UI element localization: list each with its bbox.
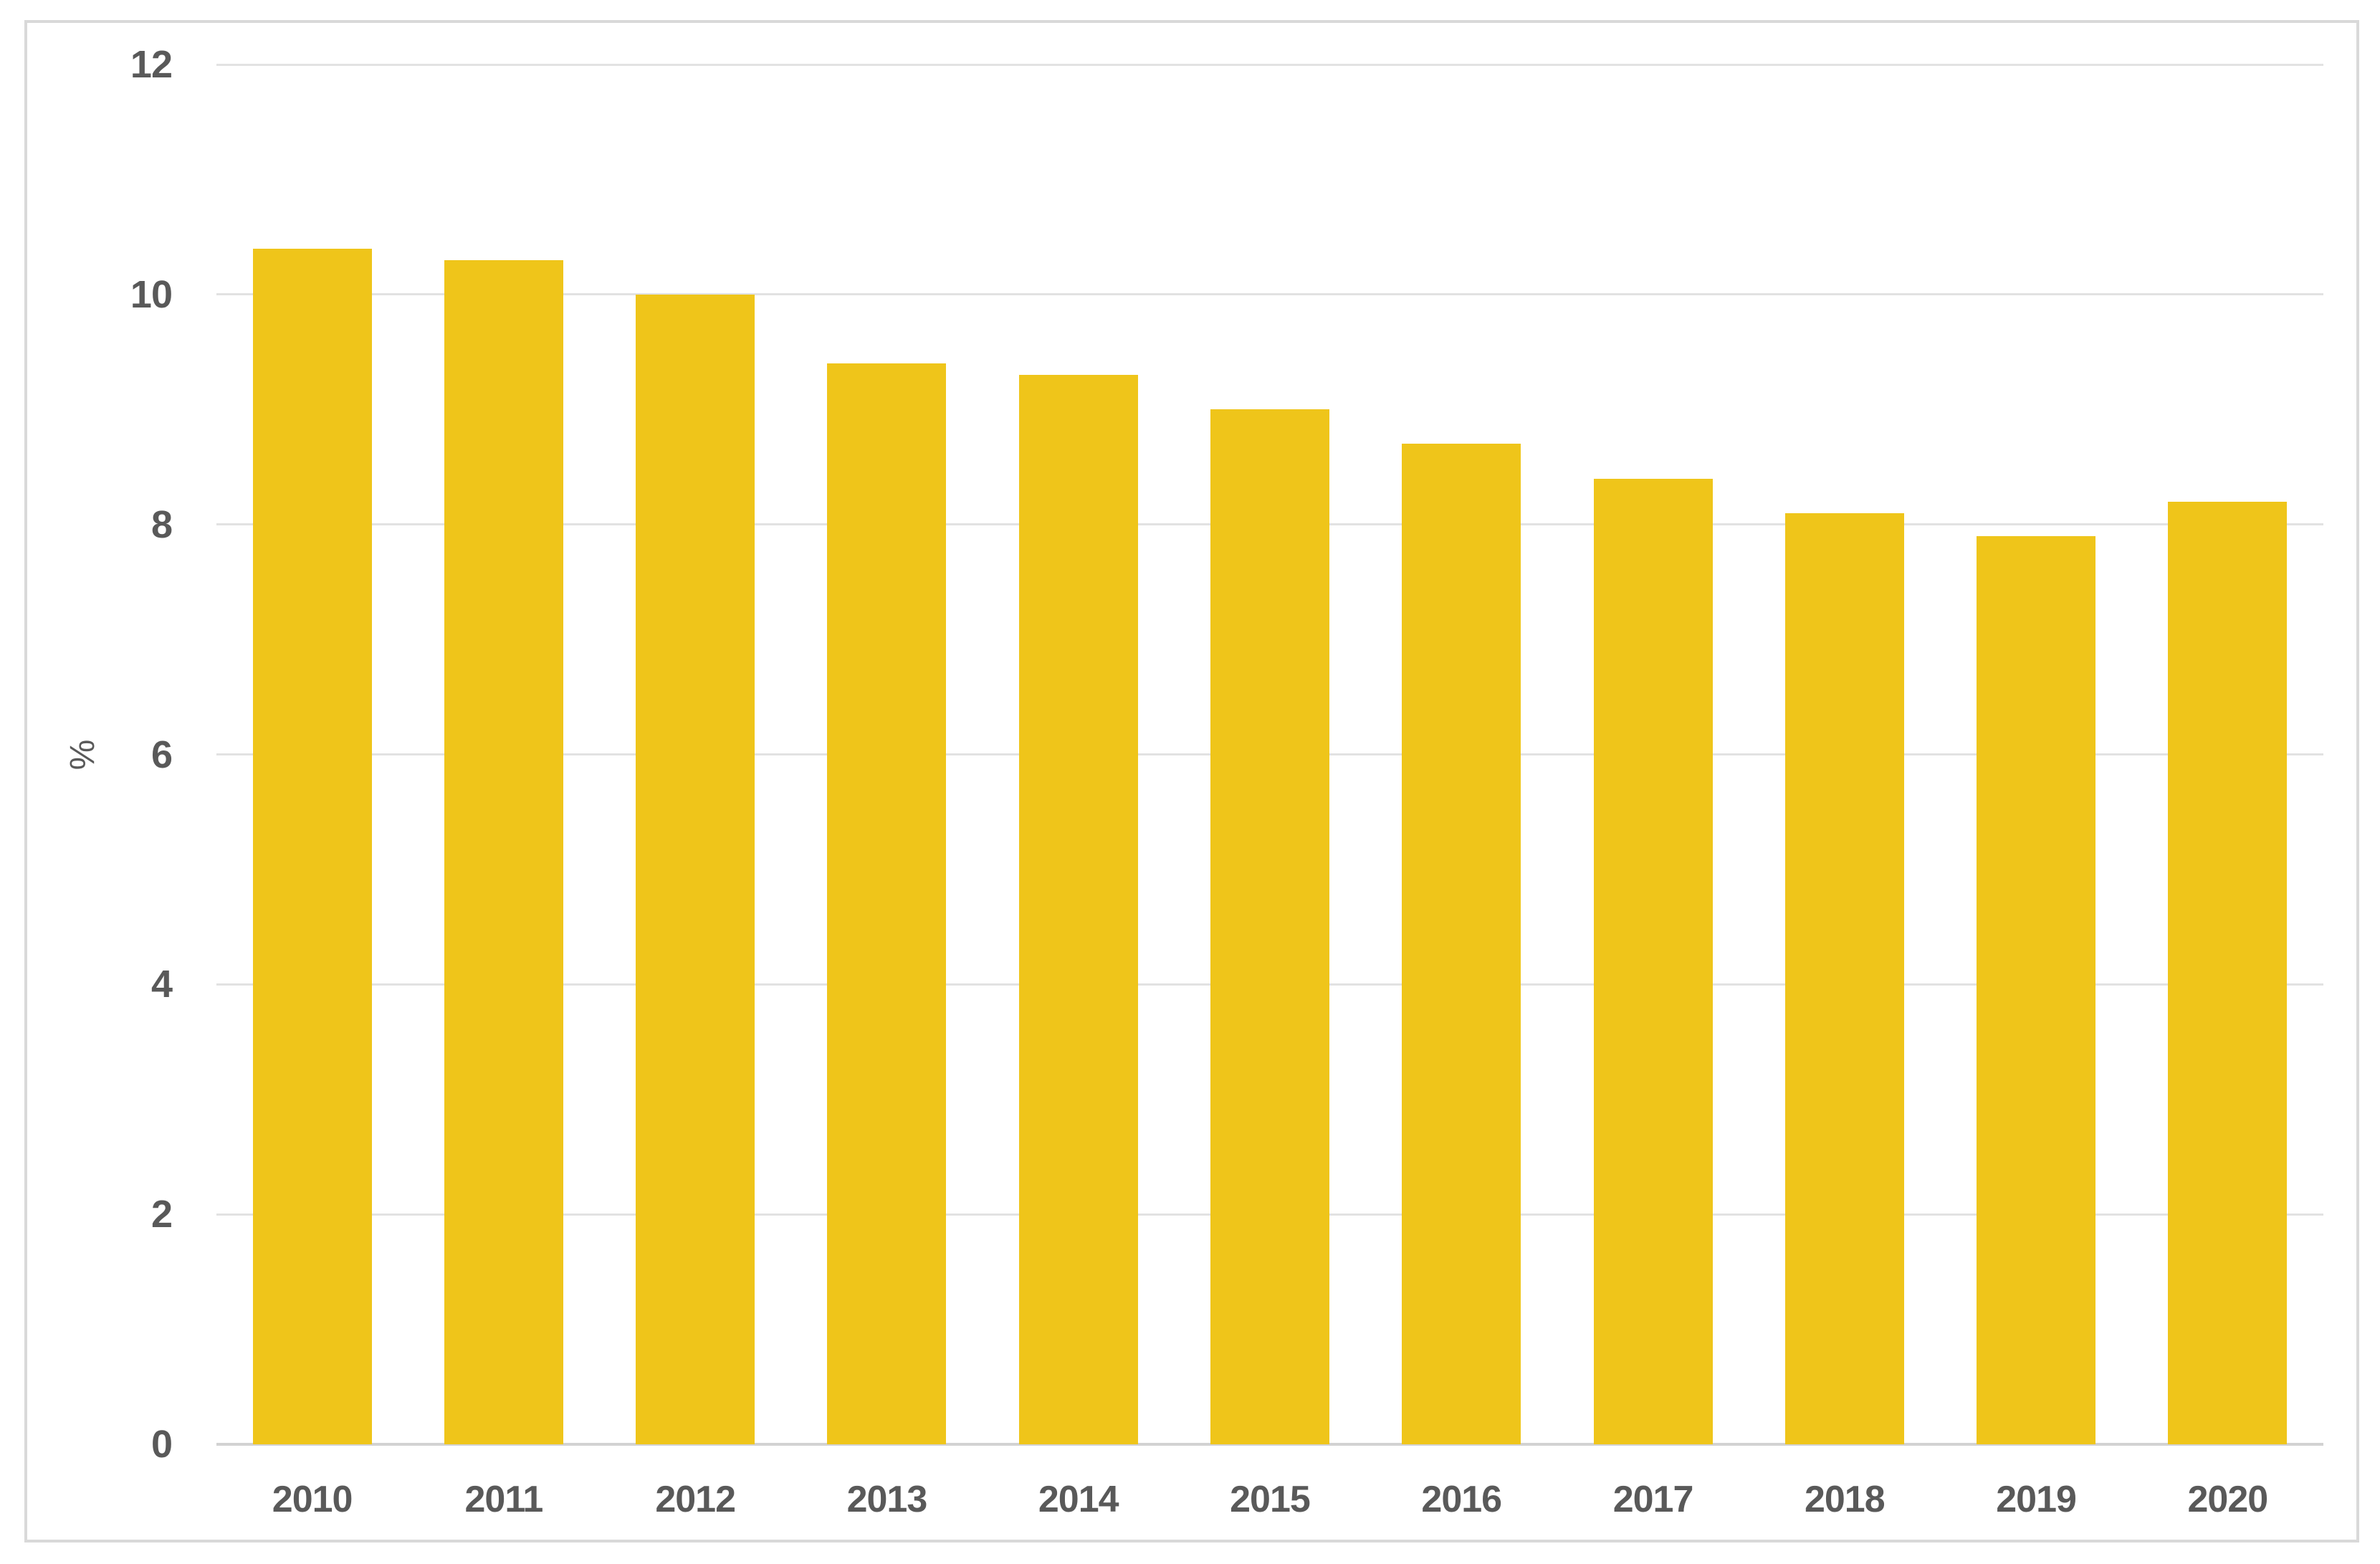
bar-2015[interactable] xyxy=(1210,409,1329,1444)
bar-2019[interactable] xyxy=(1977,535,2096,1444)
x-tick-label-2012: 2012 xyxy=(655,1479,736,1520)
bar-2016[interactable] xyxy=(1402,444,1521,1444)
x-tick-label-2014: 2014 xyxy=(1038,1479,1119,1520)
y-tick-label-8: 8 xyxy=(150,502,173,546)
x-tick-label-2020: 2020 xyxy=(2187,1479,2269,1520)
y-tick-label-10: 10 xyxy=(130,272,173,316)
y-tick-label-4: 4 xyxy=(150,963,173,1006)
bar-2020[interactable] xyxy=(2168,501,2288,1444)
y-tick-label-0: 0 xyxy=(150,1423,173,1466)
bar-2010[interactable] xyxy=(252,248,372,1444)
x-tick-label-2018: 2018 xyxy=(1804,1479,1886,1520)
chart-frame xyxy=(24,20,2359,1542)
y-tick-label-12: 12 xyxy=(130,43,173,86)
y-tick-label-2: 2 xyxy=(150,1193,173,1236)
bar-2012[interactable] xyxy=(636,294,755,1444)
x-tick-label-2013: 2013 xyxy=(846,1479,928,1520)
x-tick-label-2015: 2015 xyxy=(1230,1479,1311,1520)
x-tick-label-2017: 2017 xyxy=(1612,1479,1694,1520)
x-tick-label-2010: 2010 xyxy=(272,1479,353,1520)
y-tick-label-6: 6 xyxy=(150,733,173,776)
x-tick-label-2011: 2011 xyxy=(464,1479,543,1520)
x-tick-label-2016: 2016 xyxy=(1421,1479,1502,1520)
bar-2014[interactable] xyxy=(1018,375,1138,1444)
bar-2018[interactable] xyxy=(1784,512,1904,1444)
bar-2013[interactable] xyxy=(827,363,947,1444)
bar-2011[interactable] xyxy=(444,259,563,1444)
x-tick-label-2019: 2019 xyxy=(1996,1479,2077,1520)
bar-2017[interactable] xyxy=(1593,478,1713,1444)
